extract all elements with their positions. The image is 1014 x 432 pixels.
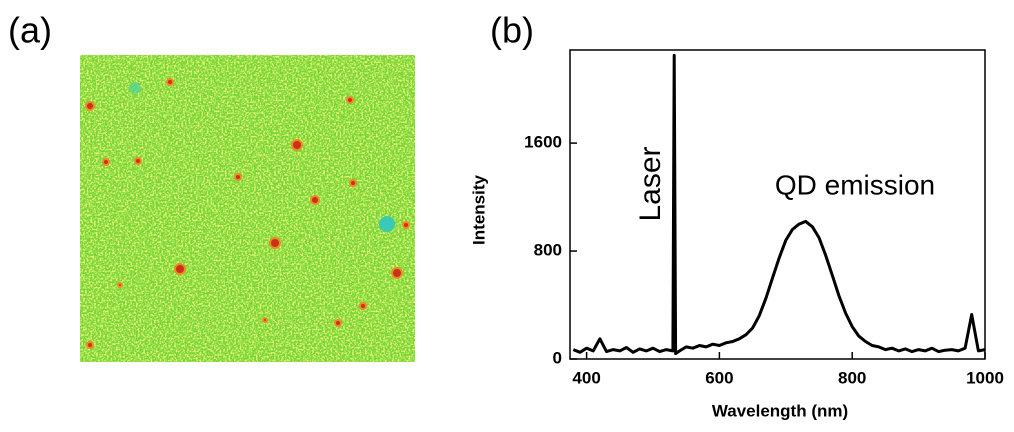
y-axis-label: Intensity bbox=[469, 175, 488, 245]
x-axis-label: Wavelength (nm) bbox=[712, 401, 848, 420]
y-tick-label: 0 bbox=[553, 348, 562, 367]
annotation: QD emission bbox=[775, 169, 935, 200]
panel-label: (a) bbox=[8, 10, 52, 51]
x-tick-label: 1000 bbox=[966, 368, 1004, 387]
x-tick-label: 400 bbox=[572, 368, 600, 387]
plot-frame bbox=[569, 49, 986, 360]
spectrum-line bbox=[572, 53, 986, 356]
y-tick-label: 1600 bbox=[524, 133, 562, 152]
micrograph bbox=[80, 55, 415, 362]
panel-label: (b) bbox=[490, 10, 534, 51]
x-tick-label: 600 bbox=[705, 368, 733, 387]
y-tick-label: 800 bbox=[534, 241, 562, 260]
x-tick-label: 800 bbox=[838, 368, 866, 387]
annotation: Laser bbox=[634, 146, 667, 221]
